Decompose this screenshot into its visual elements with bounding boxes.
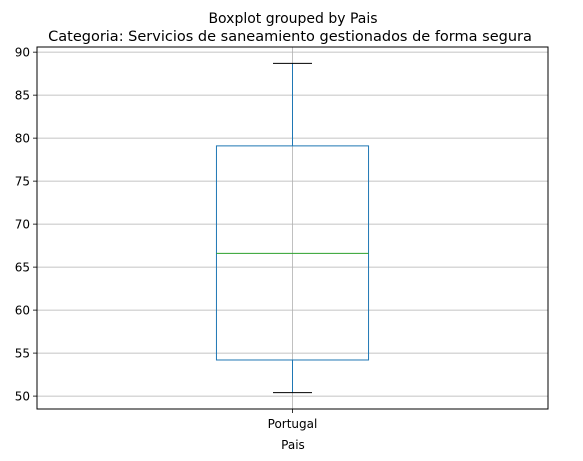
- y-tick-label: 65: [15, 261, 30, 275]
- y-tick-label: 90: [15, 46, 30, 60]
- x-tick-label: Portugal: [268, 417, 318, 431]
- y-tick-label: 50: [15, 390, 30, 404]
- y-tick-label: 80: [15, 132, 30, 146]
- y-tick-label: 60: [15, 304, 30, 318]
- y-tick-label: 70: [15, 218, 30, 232]
- y-tick-label: 75: [15, 175, 30, 189]
- x-axis-label: Pais: [281, 438, 305, 452]
- y-tick-label: 85: [15, 89, 30, 103]
- x-axis: Portugal: [268, 409, 318, 431]
- y-tick-label: 55: [15, 347, 30, 361]
- chart-title: Categoria: Servicios de saneamiento gest…: [48, 29, 532, 45]
- y-axis: 50 55 60 65 70 75 80 85 90: [15, 46, 37, 404]
- chart-suptitle: Boxplot grouped by Pais: [208, 11, 377, 27]
